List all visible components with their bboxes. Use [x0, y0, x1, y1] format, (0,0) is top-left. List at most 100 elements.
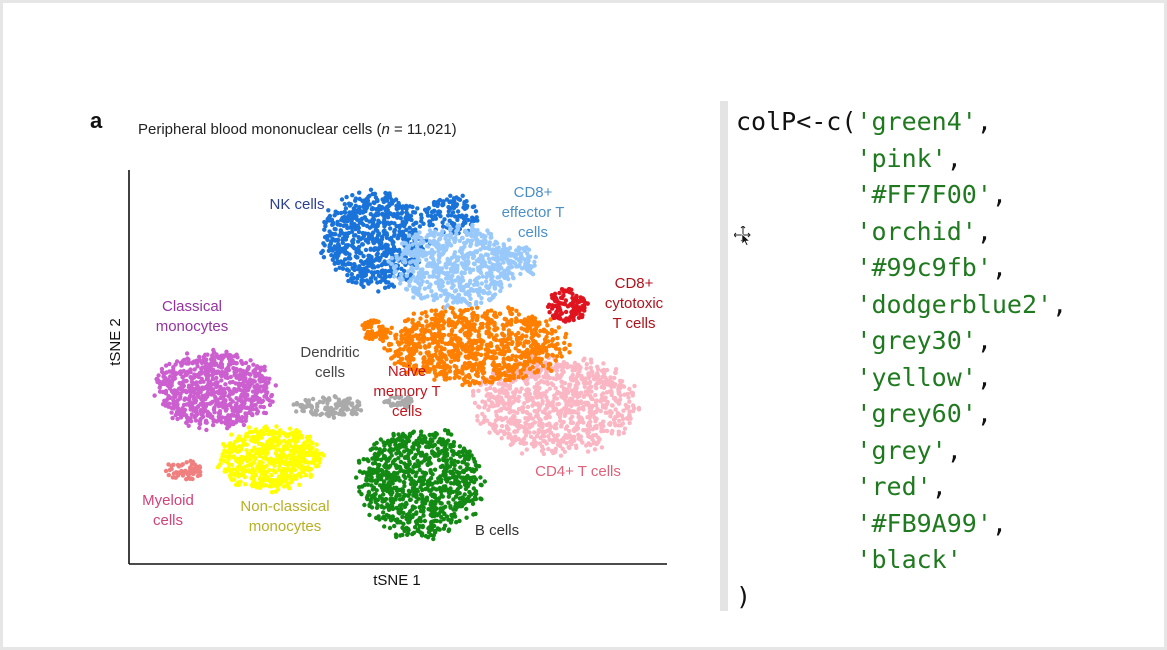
cell-point-naive: [429, 308, 434, 313]
cell-point-nk: [417, 224, 423, 229]
cell-point-cd4: [502, 430, 507, 435]
cell-point-cd4: [575, 374, 580, 379]
cell-point-naive: [501, 360, 506, 365]
cell-point-cd4: [566, 444, 571, 450]
cell-point-cd8eff: [404, 248, 410, 254]
cell-point-naive: [526, 351, 531, 357]
cell-point-cd4: [606, 382, 611, 387]
cell-point-cd4: [499, 423, 505, 429]
cell-point-naive: [399, 340, 404, 345]
cell-point-cd8eff: [495, 262, 501, 267]
cell-point-cd8eff: [427, 285, 432, 290]
cell-point-naive: [459, 312, 464, 317]
cell-point-cd8eff: [474, 242, 480, 247]
cell-point-classical: [239, 406, 244, 411]
cell-point-naive: [443, 309, 448, 314]
cell-point-classical: [224, 403, 229, 408]
cell-point-naive: [474, 357, 479, 362]
cell-point-naive: [516, 374, 521, 380]
cell-point-naive: [396, 353, 401, 359]
cell-point-naive: [474, 362, 480, 367]
cell-point-naive: [411, 311, 416, 316]
cell-point-cd4: [609, 392, 614, 398]
cell-point-cd8eff: [422, 286, 428, 291]
cell-point-naive: [501, 356, 506, 362]
cell-point-nk: [326, 208, 331, 213]
cell-point-classical: [242, 371, 248, 376]
cell-point-nk: [351, 275, 357, 281]
cell-point-cd8eff: [433, 229, 438, 234]
cell-point-classical: [159, 369, 165, 375]
cell-point-nk: [395, 236, 400, 241]
cell-point-nk: [352, 263, 358, 269]
cell-point-cd4: [562, 413, 567, 418]
cell-point-cd8eff: [443, 288, 448, 293]
cell-point-cd8eff: [448, 226, 453, 231]
cell-point-cd8eff: [489, 266, 494, 272]
cell-point-cd4: [629, 390, 634, 395]
cell-point-cd4: [522, 401, 527, 406]
cell-point-naive: [489, 355, 494, 360]
cell-point-classical: [191, 359, 197, 364]
cell-point-cd4: [613, 367, 619, 372]
cell-point-nk: [359, 281, 364, 286]
cell-point-cd4: [542, 392, 547, 397]
cell-point-nonclassical: [292, 467, 298, 473]
cell-point-cd4: [608, 375, 613, 380]
cell-point-nk: [441, 202, 446, 207]
cell-point-classical: [273, 383, 278, 388]
cell-point-cd4: [541, 438, 546, 444]
cell-point-classical: [177, 410, 183, 415]
cell-point-naive: [559, 354, 564, 359]
cell-point-naive: [425, 323, 430, 329]
cell-point-cd4: [588, 419, 593, 424]
cell-point-nk: [377, 220, 382, 225]
cell-point-cd8eff: [462, 240, 467, 246]
cell-point-cd8eff: [485, 272, 490, 277]
cell-point-cd4: [475, 418, 480, 423]
cell-point-nk: [354, 225, 359, 231]
cell-point-classical: [259, 399, 265, 404]
cell-point-cd8eff: [499, 257, 504, 262]
cell-point-naive: [525, 347, 530, 353]
cell-point-cd4: [493, 409, 499, 415]
cell-point-cd8cyt: [555, 307, 561, 313]
cell-point-cd4: [609, 431, 614, 436]
cell-point-classical: [161, 381, 167, 387]
cell-point-cd4: [513, 419, 519, 425]
cell-point-myeloid: [167, 467, 172, 473]
cell-point-naive: [500, 322, 505, 328]
cell-point-cd4: [582, 428, 588, 433]
cell-point-naive: [483, 356, 488, 361]
cell-point-nonclassical: [246, 425, 252, 430]
cell-point-naive: [520, 334, 525, 339]
cell-point-cd4: [621, 384, 627, 389]
cell-point-cd4: [600, 374, 605, 380]
cell-point-classical: [212, 362, 217, 368]
cell-point-naive: [456, 336, 461, 341]
cell-point-cd8eff: [461, 288, 466, 293]
cell-point-nk: [362, 208, 367, 213]
cell-point-naive: [541, 342, 546, 347]
cell-point-naive: [462, 318, 468, 323]
cell-point-cd4: [536, 428, 542, 433]
cell-point-cd4: [536, 407, 541, 412]
cell-point-naive: [439, 351, 445, 357]
cell-point-naive: [548, 317, 553, 322]
cell-point-cd8eff: [473, 231, 478, 236]
cell-point-naive: [406, 328, 411, 333]
cell-point-classical: [219, 362, 225, 367]
cell-point-classical: [183, 388, 188, 393]
cell-point-classical: [214, 369, 220, 374]
cell-point-naive: [474, 317, 480, 323]
cell-point-nk: [381, 221, 387, 226]
cell-point-cd8eff: [446, 261, 451, 266]
cell-point-naive: [479, 342, 484, 347]
cell-point-naive: [555, 335, 560, 341]
cell-point-cd4: [510, 437, 515, 443]
cell-point-cd4: [561, 391, 566, 396]
cell-point-classical: [184, 415, 190, 420]
cell-point-nonclassical: [237, 434, 242, 439]
cell-point-nonclassical: [221, 441, 226, 447]
cell-point-cd4: [492, 386, 497, 392]
